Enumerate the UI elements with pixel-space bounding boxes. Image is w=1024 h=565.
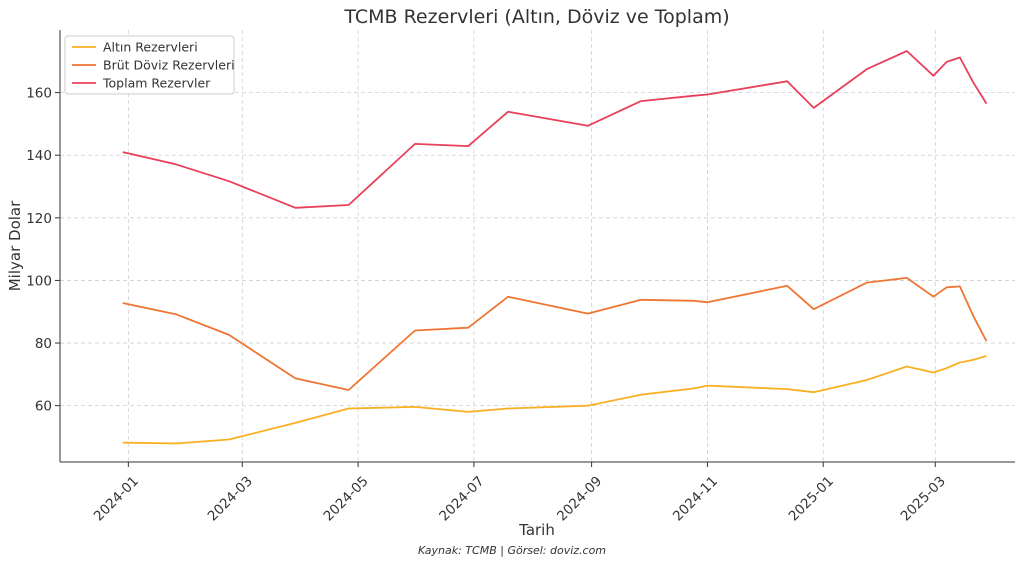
x-tick-label: 2024-03 [205,473,256,524]
y-axis-label: Milyar Dolar [6,200,24,291]
y-tick-label: 60 [35,399,52,415]
legend-item-label: Brüt Döviz Rezervleri [103,58,235,73]
legend-box [64,35,235,95]
series-line-2 [122,276,988,391]
y-tick-label: 140 [26,148,52,164]
x-tick-label: 2024-09 [554,473,605,524]
x-tick-label: 2024-01 [91,473,142,524]
y-tick-label: 100 [26,273,52,289]
series-line-1 [122,355,987,445]
grid [60,30,1015,462]
x-tick-label: 2024-05 [320,473,371,524]
x-tick-label: 2025-03 [898,473,949,524]
y-tick-label: 80 [35,336,52,352]
legend-item-label: Toplam Rezervler [102,76,211,91]
x-tick-label: 2024-11 [670,473,721,524]
series-line-3 [122,50,988,209]
source-caption: Kaynak: TCMB | Görsel: doviz.com [418,544,606,557]
y-tick-label: 160 [26,86,52,102]
x-tick-label: 2025-01 [786,473,837,524]
chart-title: TCMB Rezervleri (Altın, Döviz ve Toplam) [343,6,729,28]
x-tick-label: 2024-07 [436,473,487,524]
axes [59,30,1015,463]
legend: Altın Rezervleri Brüt Döviz Rezervleri Top… [64,35,235,95]
series-lines [122,50,988,445]
legend-item-label: Altın Rezervleri [103,40,198,55]
x-axis-label: Tarih [518,521,555,539]
ticks: 60 80 100 120 140 160 2024-01 2024-03 2024-05 202… [26,86,949,525]
y-tick-label: 120 [26,211,52,227]
